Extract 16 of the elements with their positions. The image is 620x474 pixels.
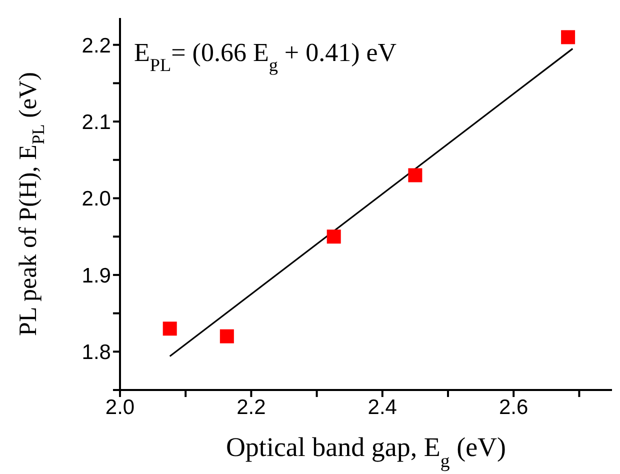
point xyxy=(326,230,341,244)
x-tick-label: 2.6 xyxy=(499,396,528,419)
y-tick-label: 2.0 xyxy=(82,188,111,211)
y-tick-label: 1.9 xyxy=(82,264,111,288)
annotation: E$_{PL}$= (0.66 E$_{g}$ + 0.41) eV xyxy=(134,38,397,75)
y-tick-label: 2.2 xyxy=(82,34,111,58)
x-tick-label: 2.0 xyxy=(105,396,135,419)
point xyxy=(220,329,234,344)
y-tick-label: 1.8 xyxy=(82,341,111,364)
x-tick-label: 2.4 xyxy=(368,396,398,419)
point xyxy=(561,30,576,44)
y-tick-label: 2.1 xyxy=(82,111,111,134)
x-tick-label: 2.2 xyxy=(236,396,266,419)
x-axis-title: Optical band gap, E$_{g}$ (eV) xyxy=(226,432,506,472)
point xyxy=(162,322,177,336)
point xyxy=(408,168,422,182)
